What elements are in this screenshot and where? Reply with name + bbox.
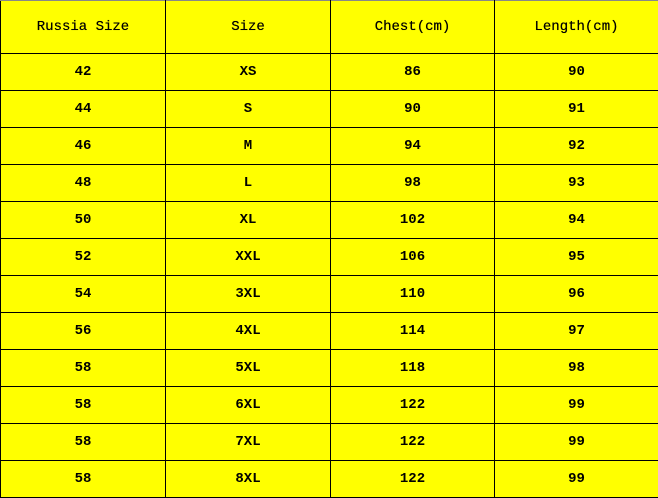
chest-cell: 122 <box>330 460 495 498</box>
russia-size-cell: 44 <box>0 90 166 128</box>
table-row: 52 XXL 106 95 <box>0 238 658 276</box>
table-row: 50 XL 102 94 <box>0 201 658 239</box>
length-cell: 99 <box>494 460 658 498</box>
size-cell: L <box>165 164 331 202</box>
size-cell: 4XL <box>165 312 331 350</box>
table-row: 58 5XL 118 98 <box>0 349 658 387</box>
chest-cell: 102 <box>330 201 495 239</box>
table-row: 48 L 98 93 <box>0 164 658 202</box>
table-row: 58 8XL 122 99 <box>0 460 658 498</box>
length-cell: 91 <box>494 90 658 128</box>
russia-size-cell: 56 <box>0 312 166 350</box>
size-cell: M <box>165 127 331 165</box>
header-length: Length(cm) <box>494 0 658 54</box>
table-row: 42 XS 86 90 <box>0 53 658 91</box>
chest-cell: 94 <box>330 127 495 165</box>
chest-cell: 122 <box>330 386 495 424</box>
length-cell: 94 <box>494 201 658 239</box>
length-cell: 93 <box>494 164 658 202</box>
russia-size-cell: 54 <box>0 275 166 313</box>
russia-size-cell: 58 <box>0 423 166 461</box>
header-chest: Chest(cm) <box>330 0 495 54</box>
header-russia-size: Russia Size <box>0 0 166 54</box>
length-cell: 98 <box>494 349 658 387</box>
table-row: 58 7XL 122 99 <box>0 423 658 461</box>
russia-size-cell: 58 <box>0 349 166 387</box>
length-cell: 90 <box>494 53 658 91</box>
russia-size-cell: 52 <box>0 238 166 276</box>
length-cell: 97 <box>494 312 658 350</box>
size-cell: XS <box>165 53 331 91</box>
size-cell: XL <box>165 201 331 239</box>
size-cell: 8XL <box>165 460 331 498</box>
size-cell: XXL <box>165 238 331 276</box>
russia-size-cell: 58 <box>0 386 166 424</box>
table-row: 46 M 94 92 <box>0 127 658 165</box>
length-cell: 99 <box>494 423 658 461</box>
length-cell: 95 <box>494 238 658 276</box>
header-size: Size <box>165 0 331 54</box>
length-cell: 92 <box>494 127 658 165</box>
russia-size-cell: 42 <box>0 53 166 91</box>
chest-cell: 98 <box>330 164 495 202</box>
size-cell: 3XL <box>165 275 331 313</box>
chest-cell: 114 <box>330 312 495 350</box>
chest-cell: 106 <box>330 238 495 276</box>
chest-cell: 110 <box>330 275 495 313</box>
size-cell: S <box>165 90 331 128</box>
russia-size-cell: 48 <box>0 164 166 202</box>
chest-cell: 122 <box>330 423 495 461</box>
table-row: 44 S 90 91 <box>0 90 658 128</box>
table-row: 54 3XL 110 96 <box>0 275 658 313</box>
chest-cell: 90 <box>330 90 495 128</box>
table-row: 56 4XL 114 97 <box>0 312 658 350</box>
length-cell: 96 <box>494 275 658 313</box>
size-cell: 7XL <box>165 423 331 461</box>
chest-cell: 118 <box>330 349 495 387</box>
russia-size-cell: 46 <box>0 127 166 165</box>
russia-size-cell: 58 <box>0 460 166 498</box>
header-row: Russia Size Size Chest(cm) Length(cm) <box>0 0 658 54</box>
size-cell: 5XL <box>165 349 331 387</box>
size-cell: 6XL <box>165 386 331 424</box>
russia-size-cell: 50 <box>0 201 166 239</box>
table-row: 58 6XL 122 99 <box>0 386 658 424</box>
length-cell: 99 <box>494 386 658 424</box>
chest-cell: 86 <box>330 53 495 91</box>
